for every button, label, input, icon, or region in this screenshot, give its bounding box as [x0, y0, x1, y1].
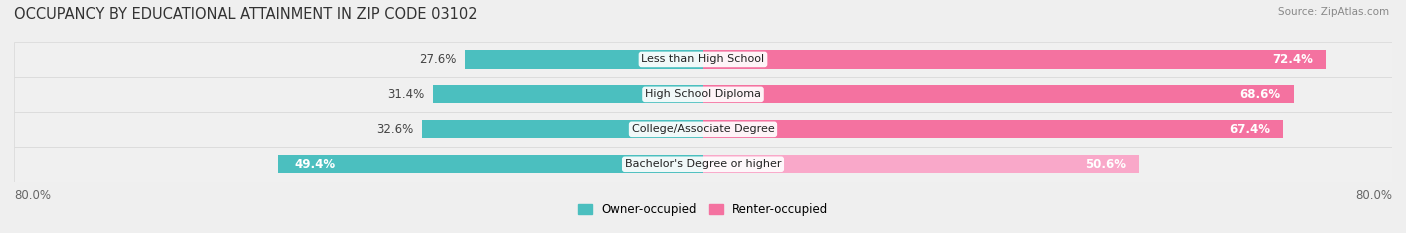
Text: 27.6%: 27.6% — [419, 53, 457, 66]
Bar — [703, 155, 1139, 173]
Text: 67.4%: 67.4% — [1229, 123, 1271, 136]
Bar — [433, 85, 703, 103]
Text: 72.4%: 72.4% — [1272, 53, 1313, 66]
Bar — [14, 42, 1392, 77]
Bar — [14, 112, 1392, 147]
Text: Less than High School: Less than High School — [641, 55, 765, 64]
Text: 49.4%: 49.4% — [295, 158, 336, 171]
Text: 68.6%: 68.6% — [1240, 88, 1281, 101]
Text: Bachelor's Degree or higher: Bachelor's Degree or higher — [624, 159, 782, 169]
Bar — [14, 77, 1392, 112]
Bar — [422, 120, 703, 138]
Text: 80.0%: 80.0% — [1355, 189, 1392, 202]
Text: 50.6%: 50.6% — [1085, 158, 1126, 171]
Text: College/Associate Degree: College/Associate Degree — [631, 124, 775, 134]
Text: High School Diploma: High School Diploma — [645, 89, 761, 99]
Text: 32.6%: 32.6% — [377, 123, 413, 136]
Text: 31.4%: 31.4% — [387, 88, 425, 101]
Bar — [703, 120, 1284, 138]
Text: Source: ZipAtlas.com: Source: ZipAtlas.com — [1278, 7, 1389, 17]
Text: 80.0%: 80.0% — [14, 189, 51, 202]
Bar — [703, 85, 1294, 103]
Bar — [277, 155, 703, 173]
Bar — [14, 147, 1392, 182]
Bar — [465, 50, 703, 69]
Legend: Owner-occupied, Renter-occupied: Owner-occupied, Renter-occupied — [572, 198, 834, 221]
Bar — [703, 50, 1326, 69]
Text: OCCUPANCY BY EDUCATIONAL ATTAINMENT IN ZIP CODE 03102: OCCUPANCY BY EDUCATIONAL ATTAINMENT IN Z… — [14, 7, 478, 22]
